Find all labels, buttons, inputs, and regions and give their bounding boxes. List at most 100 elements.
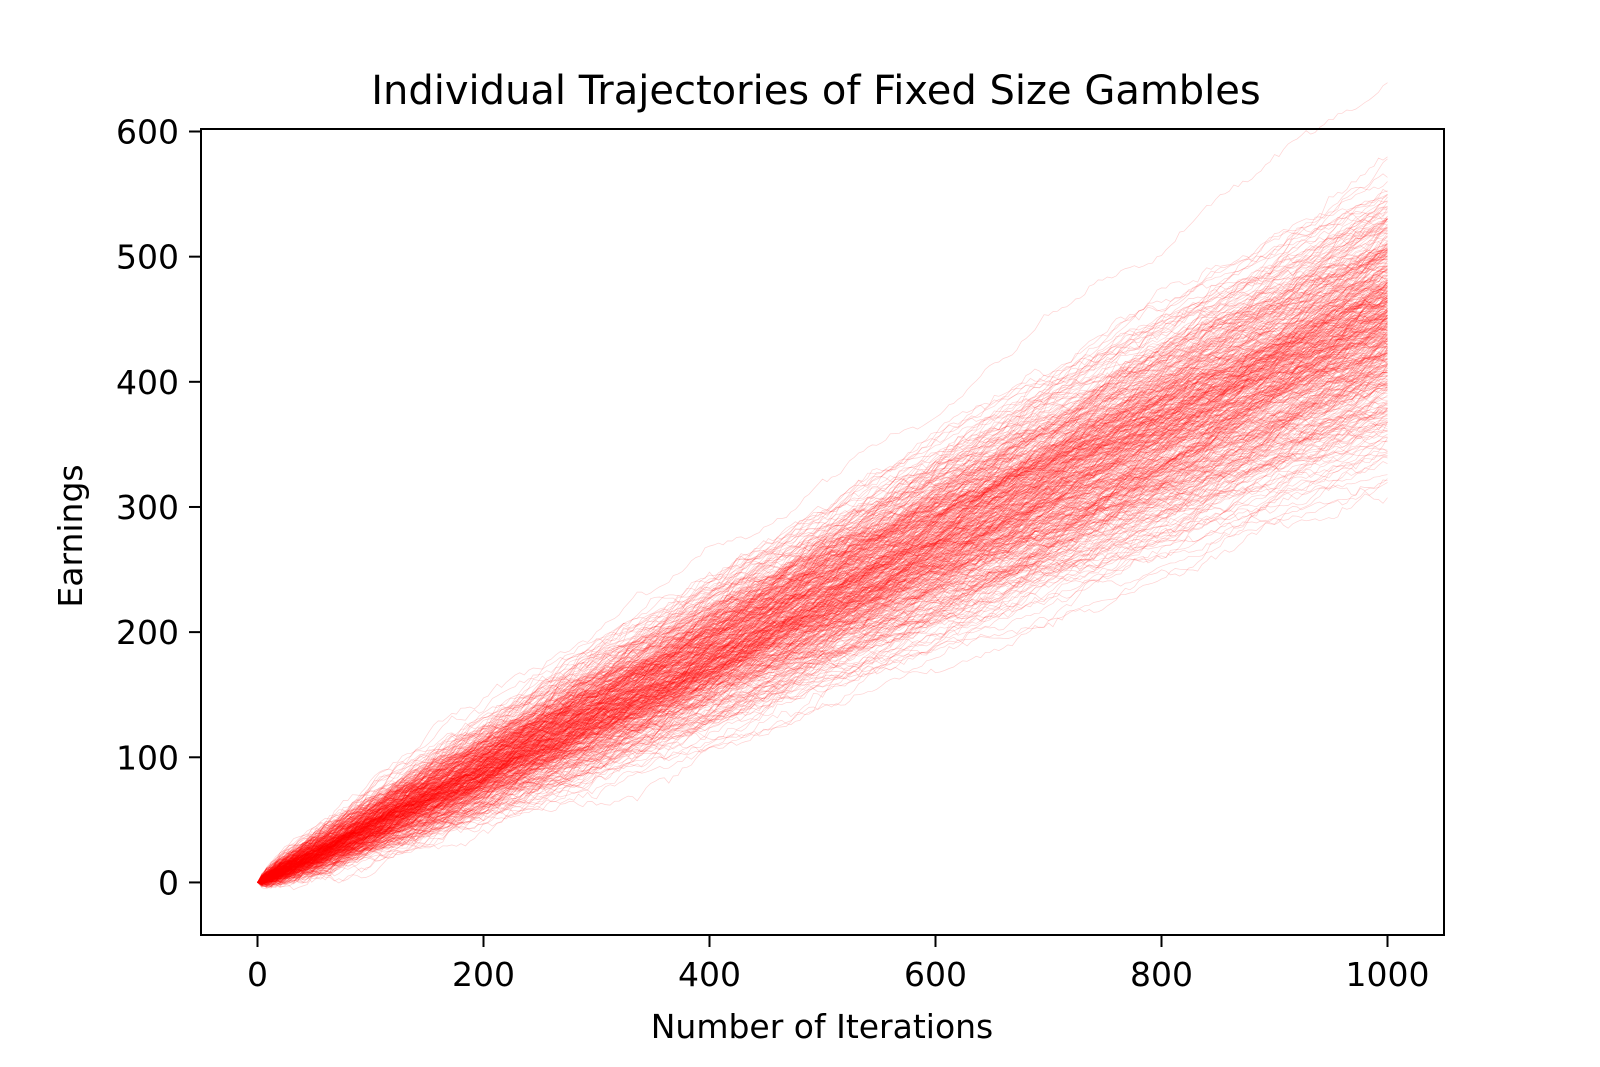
x-axis: 0 200 400 600 800 1000 bbox=[247, 935, 1429, 994]
trajectory-line bbox=[257, 249, 1388, 883]
trajectory-line bbox=[257, 284, 1388, 884]
trajectory-line bbox=[257, 297, 1388, 883]
trajectory-line bbox=[257, 452, 1388, 883]
trajectory-line bbox=[257, 299, 1388, 883]
trajectory-line bbox=[257, 230, 1388, 883]
trajectory-line bbox=[257, 440, 1388, 886]
trajectory-line bbox=[257, 297, 1388, 886]
trajectory-line bbox=[257, 328, 1388, 883]
trajectory-line bbox=[257, 265, 1388, 883]
trajectories bbox=[257, 82, 1388, 891]
y-tick-label: 300 bbox=[116, 488, 179, 527]
trajectory-line bbox=[257, 422, 1388, 883]
trajectory-line bbox=[257, 205, 1388, 883]
trajectory-line bbox=[257, 245, 1388, 883]
trajectory-line bbox=[257, 370, 1388, 885]
trajectory-line bbox=[257, 206, 1388, 883]
trajectory-line bbox=[257, 353, 1388, 887]
trajectory-line bbox=[257, 389, 1388, 885]
trajectory-line bbox=[257, 371, 1388, 885]
trajectory-line bbox=[257, 291, 1388, 883]
trajectory-line bbox=[257, 373, 1388, 885]
trajectory-line bbox=[257, 292, 1388, 884]
trajectory-line bbox=[257, 289, 1388, 883]
trajectory-line bbox=[257, 332, 1388, 883]
trajectory-line bbox=[257, 360, 1388, 883]
trajectory-line bbox=[257, 407, 1388, 885]
chart-title: Individual Trajectories of Fixed Size Ga… bbox=[371, 68, 1261, 114]
trajectory-line bbox=[257, 317, 1388, 883]
trajectory-line bbox=[257, 221, 1388, 885]
trajectory-line bbox=[257, 252, 1388, 883]
trajectory-line bbox=[257, 288, 1388, 883]
trajectory-line bbox=[257, 303, 1388, 883]
trajectory-line bbox=[257, 243, 1388, 883]
trajectory-line bbox=[257, 474, 1388, 883]
trajectory-line bbox=[257, 413, 1388, 883]
trajectory-line bbox=[257, 344, 1388, 883]
trajectory-line bbox=[257, 305, 1388, 883]
trajectory-line bbox=[257, 280, 1388, 883]
trajectory-line bbox=[257, 251, 1388, 887]
trajectory-line bbox=[257, 271, 1388, 883]
trajectory-line bbox=[257, 314, 1388, 885]
trajectory-line bbox=[257, 302, 1388, 887]
trajectory-line bbox=[257, 352, 1388, 886]
trajectory-line bbox=[257, 274, 1388, 883]
trajectory-line bbox=[257, 375, 1388, 884]
trajectory-line bbox=[257, 230, 1388, 883]
trajectory-line bbox=[257, 301, 1388, 883]
trajectory-line bbox=[257, 417, 1388, 884]
trajectory-line bbox=[257, 293, 1388, 883]
trajectory-line bbox=[257, 351, 1388, 883]
trajectory-line bbox=[257, 264, 1388, 888]
trajectory-line bbox=[257, 227, 1388, 883]
trajectory-line bbox=[257, 246, 1388, 883]
trajectory-line bbox=[257, 292, 1388, 883]
trajectory-line bbox=[257, 326, 1388, 883]
trajectory-line bbox=[257, 364, 1388, 883]
trajectory-line bbox=[257, 367, 1388, 888]
trajectory-line bbox=[257, 382, 1388, 883]
trajectory-line bbox=[257, 311, 1388, 883]
trajectory-line bbox=[257, 371, 1388, 885]
trajectory-line bbox=[257, 402, 1388, 885]
trajectory-line bbox=[257, 315, 1388, 884]
trajectory-line bbox=[257, 232, 1388, 883]
trajectory-line bbox=[257, 367, 1388, 884]
trajectory-line bbox=[257, 317, 1388, 883]
y-tick-label: 0 bbox=[158, 863, 179, 902]
trajectory-line bbox=[257, 349, 1388, 883]
trajectory-line bbox=[257, 324, 1388, 884]
trajectory-line bbox=[257, 280, 1388, 883]
trajectory-line bbox=[257, 370, 1388, 883]
trajectory-line bbox=[257, 345, 1388, 883]
trajectory-line bbox=[257, 268, 1388, 883]
trajectory-line bbox=[257, 250, 1388, 883]
trajectory-line bbox=[257, 280, 1388, 883]
trajectory-line bbox=[257, 312, 1388, 883]
trajectory-line bbox=[257, 332, 1388, 883]
trajectory-line bbox=[257, 301, 1388, 883]
trajectory-line bbox=[257, 341, 1388, 884]
trajectory-line bbox=[257, 339, 1388, 886]
trajectory-line bbox=[257, 302, 1388, 883]
trajectory-line bbox=[257, 247, 1388, 883]
trajectory-line bbox=[257, 430, 1388, 883]
x-tick-label: 400 bbox=[678, 955, 741, 994]
trajectory-line bbox=[257, 296, 1388, 884]
trajectory-line bbox=[257, 290, 1388, 884]
trajectory-line bbox=[257, 320, 1388, 883]
trajectory-line bbox=[257, 246, 1388, 883]
trajectory-line bbox=[257, 282, 1388, 883]
trajectory-line bbox=[257, 307, 1388, 884]
trajectory-line bbox=[257, 291, 1388, 883]
trajectory-line bbox=[257, 258, 1388, 883]
trajectory-line bbox=[257, 291, 1388, 883]
trajectory-line bbox=[257, 351, 1388, 883]
trajectory-line bbox=[257, 374, 1388, 885]
trajectory-line bbox=[257, 283, 1388, 883]
trajectory-line bbox=[257, 455, 1388, 891]
trajectory-line bbox=[257, 341, 1388, 883]
trajectory-line bbox=[257, 328, 1388, 886]
